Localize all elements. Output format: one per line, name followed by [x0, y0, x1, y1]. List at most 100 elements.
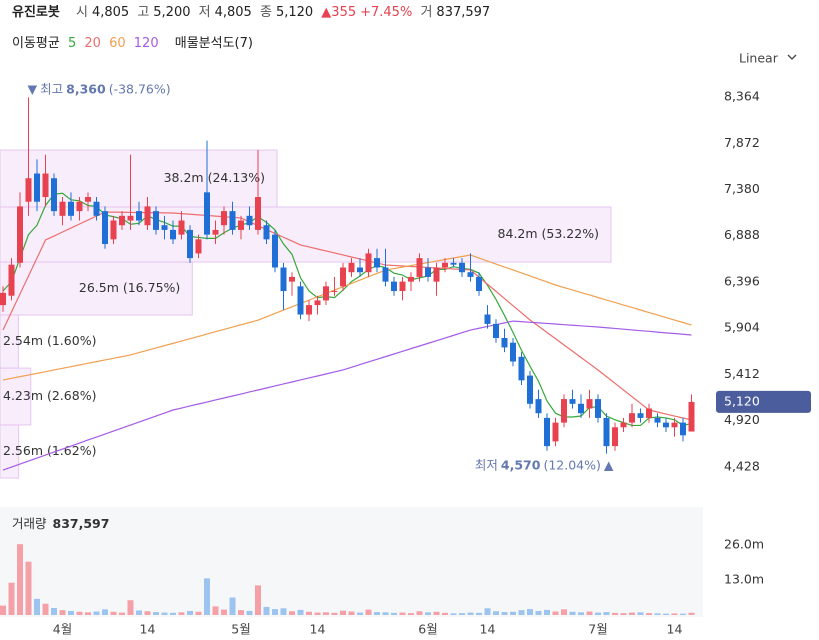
ma-line: [2, 320, 692, 471]
field-value: 837,597: [436, 5, 491, 20]
volume-bar: [510, 611, 516, 615]
volume-bar: [467, 612, 474, 615]
volume-bar: [544, 609, 550, 615]
volume-bar: [102, 609, 108, 615]
candle-body: [340, 267, 346, 287]
profile-title[interactable]: 매물분석도(7): [174, 36, 253, 51]
candle-body: [467, 272, 474, 277]
y-tick-label: 8,364: [724, 89, 760, 104]
y-tick-label: 4,428: [724, 458, 760, 473]
volume-bar: [297, 609, 304, 615]
volume-bar: [399, 612, 406, 615]
candle-body: [85, 197, 91, 202]
volume-bar: [161, 612, 168, 615]
volume-bar: [204, 578, 210, 615]
volume-bar: [195, 611, 202, 615]
volume-bar: [110, 611, 117, 615]
candle-body: [110, 220, 117, 240]
candle-body: [629, 413, 635, 423]
volume-bar: [153, 612, 159, 615]
volume-bar: [127, 600, 134, 615]
candle-body: [289, 276, 295, 282]
candle-body: [603, 417, 610, 447]
last-price-label: 5,120: [724, 393, 760, 408]
volume-bar: [663, 613, 669, 615]
x-tick-label: 14: [667, 622, 683, 637]
marker-change: (-38.76%): [109, 81, 171, 96]
volume-bar: [535, 610, 542, 615]
volume-bar: [637, 612, 644, 615]
marker-change: (12.04%): [543, 457, 600, 472]
volume-bar: [586, 611, 593, 615]
y-tick-label: 5,904: [724, 320, 760, 335]
volume-bar: [595, 612, 601, 615]
volume-bar: [187, 610, 193, 615]
candle-body: [272, 234, 278, 268]
candle-body: [518, 356, 525, 381]
candle-body: [280, 267, 287, 292]
x-tick-label: 6월: [418, 622, 437, 637]
volume-bar: [578, 612, 584, 615]
volume-bar: [340, 610, 346, 615]
candle-body: [102, 211, 108, 245]
candle-body: [357, 267, 363, 273]
candle-body: [212, 229, 219, 235]
candle-body: [578, 403, 584, 414]
profile-box: [0, 206, 612, 263]
volume-bar: [365, 609, 372, 615]
candle-body: [348, 262, 355, 273]
volume-bar: [552, 611, 559, 615]
candle-body: [425, 267, 431, 277]
profile-label: 26.5m (16.75%): [79, 280, 180, 295]
volume-bar: [314, 612, 321, 615]
volume-bar: [0, 605, 6, 615]
profile-label: 4.23m (2.68%): [3, 388, 96, 403]
volume-bar: [501, 612, 508, 615]
volume-bar: [382, 612, 389, 615]
volume-bar: [331, 612, 338, 615]
candle-body: [59, 201, 66, 216]
candle-body: [544, 417, 550, 447]
profile-label: 84.2m (53.22%): [498, 226, 599, 241]
candle-body: [510, 342, 516, 362]
volume-bar: [221, 609, 227, 615]
profile-label: 2.56m (1.62%): [3, 443, 96, 458]
candle-body: [204, 192, 210, 235]
volume-bar: [561, 609, 567, 615]
candle-body: [620, 422, 627, 428]
volume-bar: [76, 611, 83, 615]
dropdown-chevron[interactable]: [787, 54, 797, 60]
volume-bar: [603, 612, 610, 615]
candle-body: [442, 262, 448, 268]
field-value: 5,120: [275, 5, 314, 20]
candle-body: [178, 220, 185, 235]
volume-bar: [59, 610, 66, 615]
ma-line: [2, 192, 692, 427]
candle-body: [365, 253, 372, 273]
candle-body: [42, 173, 49, 198]
volume-bar: [68, 610, 74, 615]
volume-bar: [272, 609, 278, 615]
candle-body: [314, 300, 321, 306]
scale-toggle[interactable]: Linear: [739, 51, 779, 66]
candle-body: [229, 211, 236, 230]
candle-body: [0, 292, 6, 306]
volume-tick-label: 13.0m: [724, 571, 764, 586]
candle-body: [671, 422, 678, 428]
marker-marker: ▲: [604, 457, 614, 472]
ma-line: [2, 211, 692, 421]
volume-bar: [212, 606, 219, 615]
ma-title[interactable]: 이동평균: [12, 36, 60, 51]
volume-bar: [170, 612, 176, 615]
marker-text: 최저: [475, 457, 498, 472]
candle-body: [76, 201, 83, 212]
legend-entry: 5: [67, 36, 77, 51]
x-tick-label: 5월: [231, 622, 250, 637]
profile-box: [0, 261, 193, 316]
volume-tick-label: 26.0m: [724, 536, 764, 551]
volume-bar: [119, 612, 125, 615]
candle-body: [25, 178, 32, 202]
field-label: 시: [75, 5, 88, 20]
legend-entry: 20: [84, 36, 101, 51]
